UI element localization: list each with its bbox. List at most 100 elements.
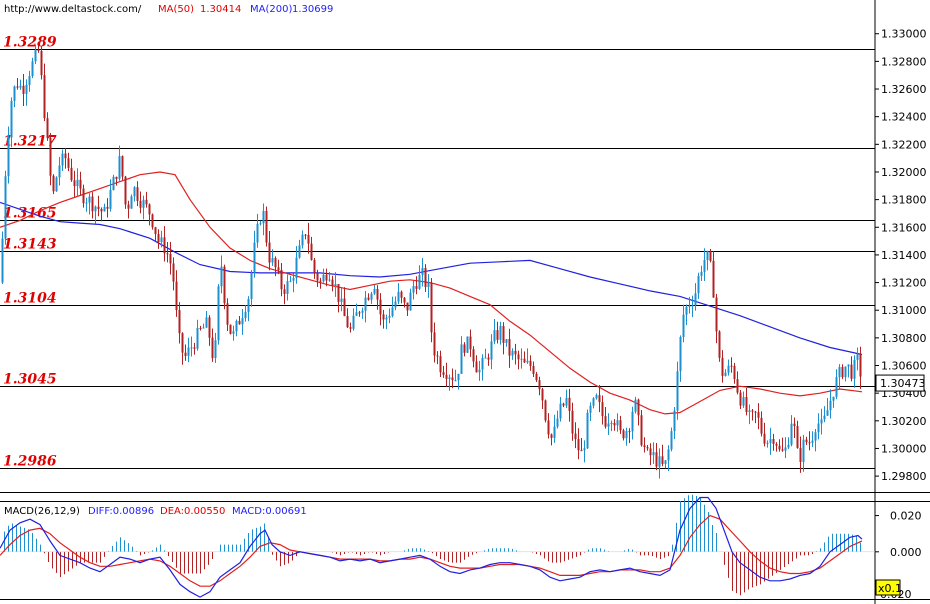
candle-body-0 [1, 238, 4, 283]
candle-body-181 [544, 400, 547, 421]
moving-average-lines [0, 171, 863, 415]
candle-body-2 [7, 137, 10, 177]
candle-body-179 [538, 380, 541, 390]
candle-body-170 [511, 350, 514, 356]
candle-body-6 [19, 85, 22, 88]
candle-body-84 [253, 242, 256, 273]
price-tick-1: 1.32800 [881, 55, 927, 68]
candle-body-246 [739, 392, 742, 406]
candle-body-193 [580, 450, 583, 452]
candle-body-14 [43, 75, 46, 119]
candle-body-190 [571, 410, 574, 434]
candle-body-206 [619, 420, 622, 431]
candle-body-102 [307, 234, 310, 244]
candle-body-50 [151, 214, 154, 228]
candle-body-222 [667, 449, 670, 461]
candle-body-243 [730, 365, 733, 367]
candle-body-21 [64, 153, 67, 159]
candle-body-274 [823, 415, 826, 420]
price-pane[interactable] [0, 0, 875, 492]
candle-body-77 [232, 331, 235, 334]
candle-body-63 [190, 347, 193, 349]
candle-body-180 [541, 389, 544, 401]
candle-body-24 [73, 180, 76, 187]
candle-body-263 [790, 423, 793, 445]
candle-body-157 [472, 349, 475, 362]
candle-body-235 [706, 251, 709, 261]
candle-body-256 [769, 439, 772, 443]
ma50-value: 1.30414 [200, 4, 241, 15]
ma50-label: MA(50) [158, 4, 194, 15]
candle-body-72 [217, 286, 220, 341]
candle-body-204 [613, 423, 616, 426]
macd-indicator [0, 494, 875, 598]
candle-body-60 [181, 333, 184, 353]
macd-pane[interactable] [0, 502, 875, 598]
candle-body-275 [826, 410, 829, 416]
candle-body-58 [175, 281, 178, 311]
candle-body-283 [850, 364, 853, 379]
candle-body-74 [223, 266, 226, 304]
candle-body-27 [82, 188, 85, 204]
candle-body-254 [763, 433, 766, 444]
candle-body-184 [553, 426, 556, 438]
candle-body-100 [301, 234, 304, 246]
candle-body-64 [193, 347, 196, 349]
candle-body-135 [406, 302, 409, 311]
candle-body-273 [820, 419, 823, 424]
candle-body-209 [628, 431, 631, 433]
candle-body-140 [421, 267, 424, 275]
candle-body-210 [631, 411, 634, 432]
candle-body-228 [685, 306, 688, 315]
candle-body-162 [487, 357, 490, 360]
price-tick-2: 1.32600 [881, 83, 927, 96]
candle-body-252 [757, 412, 760, 418]
candle-body-225 [676, 371, 679, 411]
candle-body-231 [694, 293, 697, 306]
candle-body-85 [256, 223, 259, 243]
candle-body-229 [688, 305, 691, 307]
candle-body-96 [289, 280, 292, 282]
candle-body-211 [634, 399, 637, 412]
candle-body-241 [724, 372, 727, 376]
candle-body-122 [367, 297, 370, 300]
candle-body-203 [610, 423, 613, 425]
candle-body-264 [793, 423, 796, 427]
candle-body-167 [502, 326, 505, 343]
support-resistance-levels: 1.32891.32171.31651.31431.31041.30451.29… [0, 35, 875, 470]
candle-body-198 [595, 395, 598, 399]
candle-body-159 [478, 369, 481, 373]
candle-body-268 [805, 439, 808, 443]
candle-body-18 [55, 177, 58, 192]
candle-body-282 [847, 364, 850, 367]
candle-body-48 [145, 199, 148, 205]
candle-body-276 [829, 400, 832, 411]
candle-body-153 [460, 344, 463, 374]
candle-body-131 [394, 301, 397, 308]
price-axis-ticks: 1.33000 1.32800 1.32600 1.32400 1.32200 1.320… [875, 28, 927, 483]
level-label-0: 1.3289 [3, 35, 57, 51]
candle-body-183 [550, 434, 553, 438]
candle-body-133 [400, 291, 403, 298]
price-tick-9: 1.31200 [881, 277, 927, 290]
candle-body-17 [52, 175, 55, 192]
candle-body-218 [655, 452, 658, 467]
candle-body-196 [589, 405, 592, 413]
candle-body-281 [844, 366, 847, 378]
candle-body-107 [322, 274, 325, 282]
price-tick-5: 1.32000 [881, 166, 927, 179]
candle-body-247 [742, 397, 745, 406]
candle-body-216 [649, 448, 652, 456]
candle-body-233 [700, 271, 703, 276]
candle-body-46 [139, 200, 142, 208]
candle-body-92 [277, 267, 280, 270]
price-tick-14: 1.30200 [881, 415, 927, 428]
candle-body-123 [370, 293, 373, 300]
candle-body-200 [601, 402, 604, 417]
candle-body-255 [766, 442, 769, 444]
candle-body-177 [532, 366, 535, 374]
candle-body-279 [838, 367, 841, 378]
candle-body-20 [61, 153, 64, 166]
candle-body-119 [358, 312, 361, 314]
